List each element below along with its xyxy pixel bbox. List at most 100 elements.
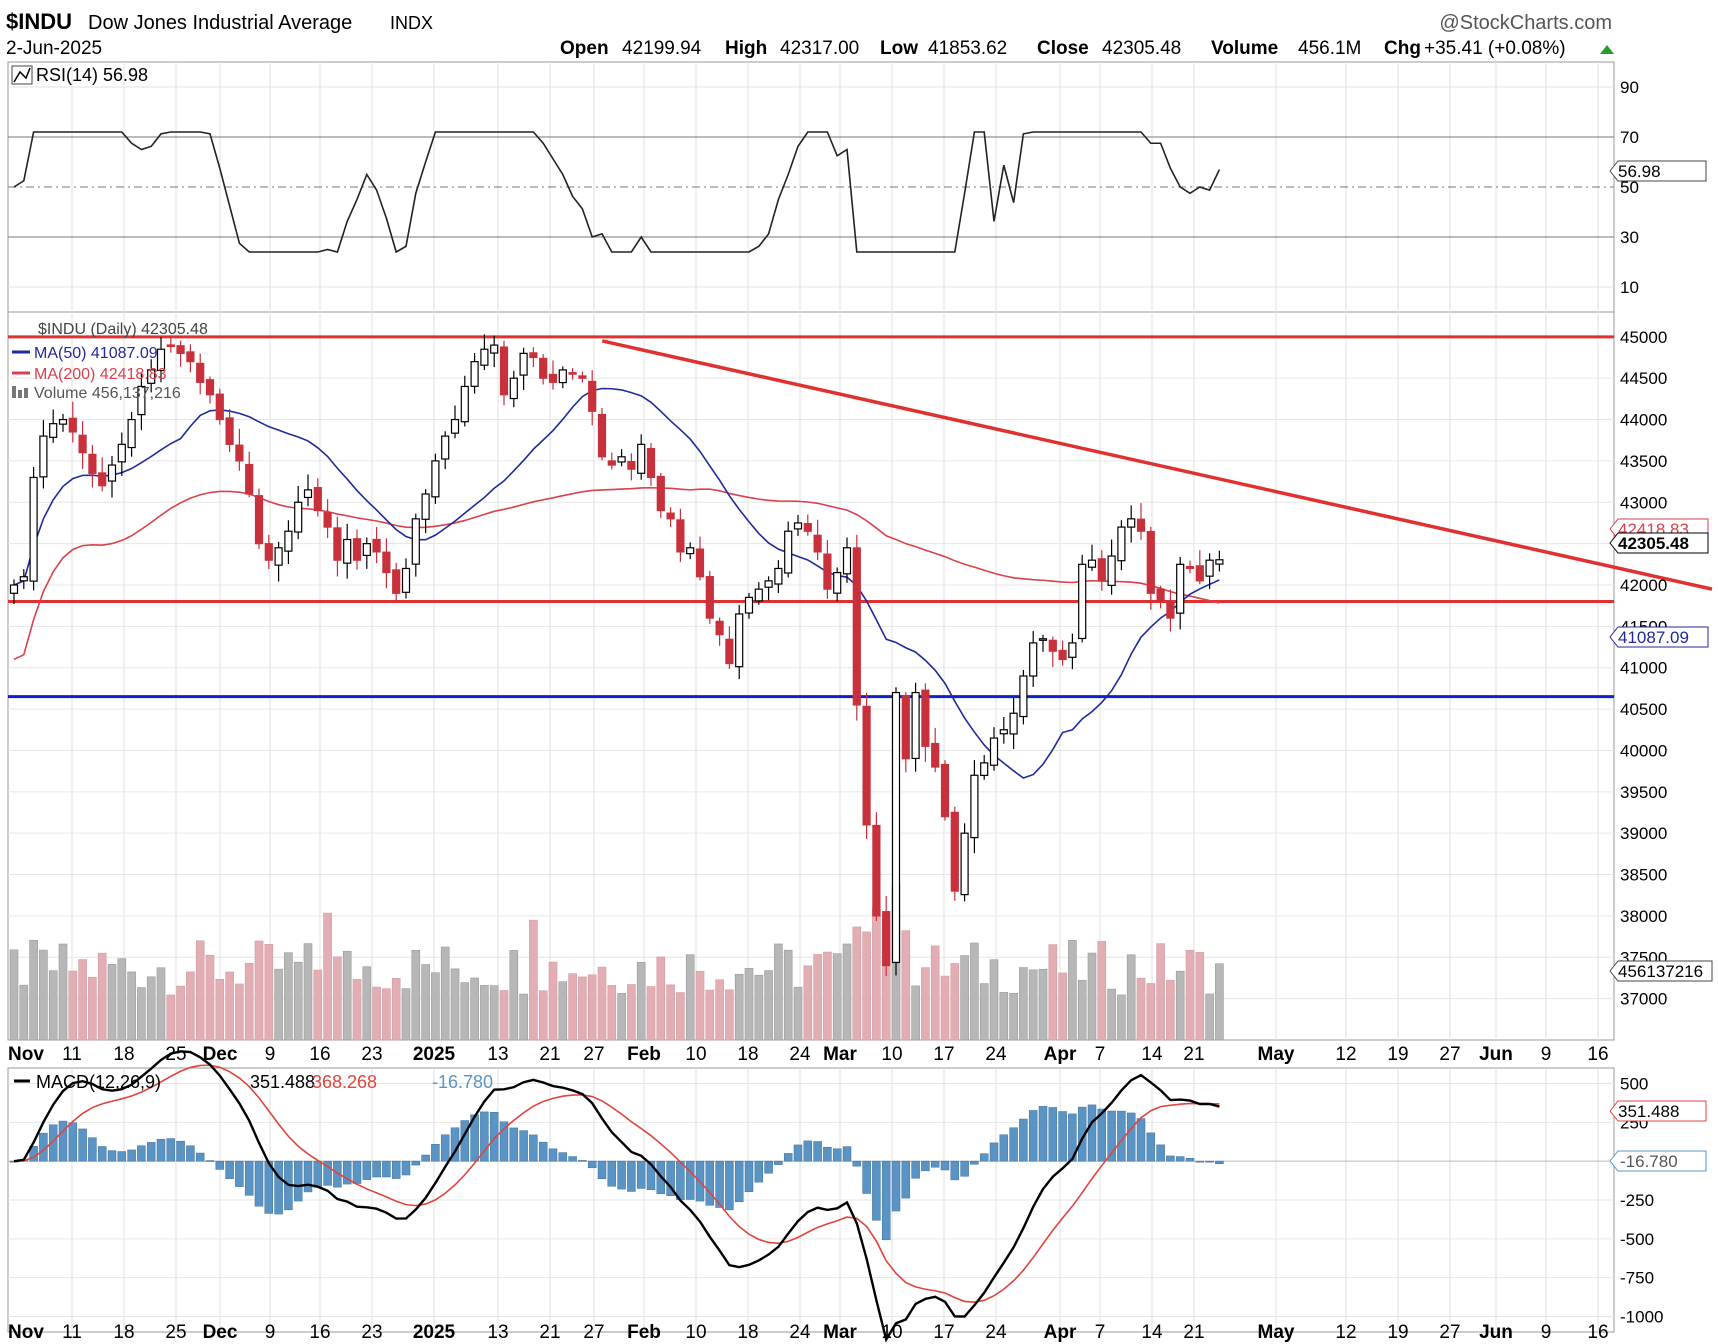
- macd-histogram-bar: [1175, 1156, 1185, 1162]
- volume-bar: [764, 970, 773, 1041]
- macd-histogram-bar: [813, 1141, 822, 1162]
- candle-body: [88, 453, 97, 474]
- x-tick-label: 18: [737, 1044, 758, 1065]
- volume-bar: [323, 912, 332, 1041]
- volume-bar: [48, 970, 58, 1041]
- svg-text:351.488: 351.488: [1618, 1102, 1679, 1121]
- macd-histogram-bar: [832, 1148, 842, 1162]
- volume-value-tag: 456137216: [1609, 960, 1713, 982]
- x-tick-label: 16: [309, 1044, 330, 1065]
- candle-body: [960, 832, 969, 896]
- macd-histogram-bar: [509, 1127, 519, 1162]
- ma200-line: [13, 486, 1220, 661]
- macd-histogram-bar: [333, 1160, 342, 1188]
- exchange-label: INDX: [390, 13, 433, 33]
- macd-histogram-bar: [1107, 1110, 1116, 1162]
- volume-bar: [195, 940, 205, 1041]
- candle-body: [862, 705, 871, 826]
- x-tick-label: 14: [1141, 1044, 1163, 1065]
- macd-histogram-bar: [803, 1140, 813, 1162]
- macd-histogram-bar: [597, 1160, 607, 1179]
- macd-histogram-bar: [872, 1160, 881, 1221]
- volume-bar: [29, 939, 38, 1041]
- x-tick-label: 19: [1387, 1322, 1408, 1343]
- macd-histogram-bar: [391, 1160, 401, 1179]
- volume-bar: [382, 988, 391, 1041]
- volume-bar: [235, 983, 244, 1041]
- volume-bar: [293, 961, 303, 1041]
- volume-bar: [970, 942, 979, 1041]
- candle-body: [882, 911, 891, 967]
- volume-bar: [186, 971, 195, 1041]
- candle-body: [382, 551, 391, 574]
- volume-bar: [421, 964, 430, 1041]
- volume-bar: [225, 971, 234, 1041]
- level-lines: [8, 335, 1713, 699]
- volume-bar: [715, 979, 724, 1041]
- x-tick-label: 17: [933, 1044, 954, 1065]
- volume-bar: [1195, 952, 1205, 1041]
- volume-bar: [1185, 949, 1195, 1041]
- x-tick-label: 18: [737, 1322, 758, 1343]
- price-legend: $INDU (Daily) 42305.48 MA(50) 41087.09 M…: [10, 318, 208, 402]
- candle-body: [499, 346, 509, 396]
- candle-body: [196, 362, 205, 383]
- volume-bar: [538, 990, 548, 1041]
- candle-body: [225, 417, 234, 445]
- macd-histogram-bar: [862, 1160, 871, 1194]
- volume-bar: [342, 950, 352, 1041]
- volume-bar: [744, 968, 754, 1041]
- candle-body: [9, 584, 19, 594]
- x-tick-label: Jun: [1479, 1044, 1513, 1065]
- macd-histogram-bar: [568, 1156, 577, 1162]
- candle-body: [656, 475, 665, 512]
- x-tick-label: 18: [113, 1044, 134, 1065]
- price-tick-label: 39000: [1620, 824, 1667, 843]
- x-tick-label: 27: [583, 1322, 604, 1343]
- rsi-tick-label: 50: [1620, 178, 1639, 197]
- volume-bar: [685, 954, 695, 1041]
- symbol-name: Dow Jones Industrial Average: [88, 12, 352, 34]
- candle-body: [1215, 559, 1224, 565]
- macd-histogram-bar: [1195, 1160, 1205, 1163]
- price-tick-label: 42000: [1620, 576, 1667, 595]
- x-tick-label: Nov: [8, 1044, 44, 1065]
- macd-histogram-bar: [950, 1160, 960, 1181]
- macd-histogram-bar: [774, 1160, 783, 1165]
- macd-histogram-bar: [558, 1152, 568, 1162]
- macd-histogram-bar: [881, 1160, 891, 1241]
- volume-bar: [774, 943, 783, 1041]
- volume-bar: [1107, 988, 1116, 1041]
- macd-histogram-bar: [254, 1160, 264, 1207]
- x-tick-label: 16: [309, 1322, 330, 1343]
- macd-histogram-bar: [891, 1160, 901, 1212]
- volume-bar: [9, 949, 19, 1041]
- macd-histogram-bar: [979, 1153, 989, 1162]
- candle-body: [588, 380, 597, 412]
- candle-body: [78, 434, 87, 454]
- volume-bar: [597, 966, 607, 1041]
- candle-body: [911, 691, 920, 760]
- macd-histogram-bar: [342, 1160, 352, 1185]
- price-tick-label: 44500: [1620, 369, 1667, 388]
- svg-text:368.268: 368.268: [312, 1072, 377, 1092]
- macd-histogram-bar: [734, 1160, 744, 1203]
- candle-body: [921, 689, 930, 747]
- candlesticks: [9, 334, 1224, 976]
- candle-body: [1058, 649, 1067, 661]
- macd-histogram-bar: [323, 1160, 332, 1186]
- svg-text:56.98: 56.98: [1618, 162, 1661, 181]
- macd-histogram-bar: [548, 1148, 558, 1162]
- candle-body: [558, 369, 567, 384]
- x-tick-label: 11: [62, 1322, 82, 1343]
- macd-histogram-bar: [146, 1142, 156, 1162]
- macd-histogram-bar: [587, 1160, 597, 1169]
- candle-body: [1048, 639, 1057, 652]
- candle-body: [1117, 526, 1126, 562]
- volume-bar: [793, 986, 803, 1041]
- candle-body: [1019, 675, 1028, 718]
- rsi-legend: RSI(14) 56.98: [11, 65, 148, 85]
- volume-bar: [333, 956, 342, 1041]
- macd-histogram-bar: [578, 1160, 587, 1162]
- volume-bar: [666, 984, 675, 1041]
